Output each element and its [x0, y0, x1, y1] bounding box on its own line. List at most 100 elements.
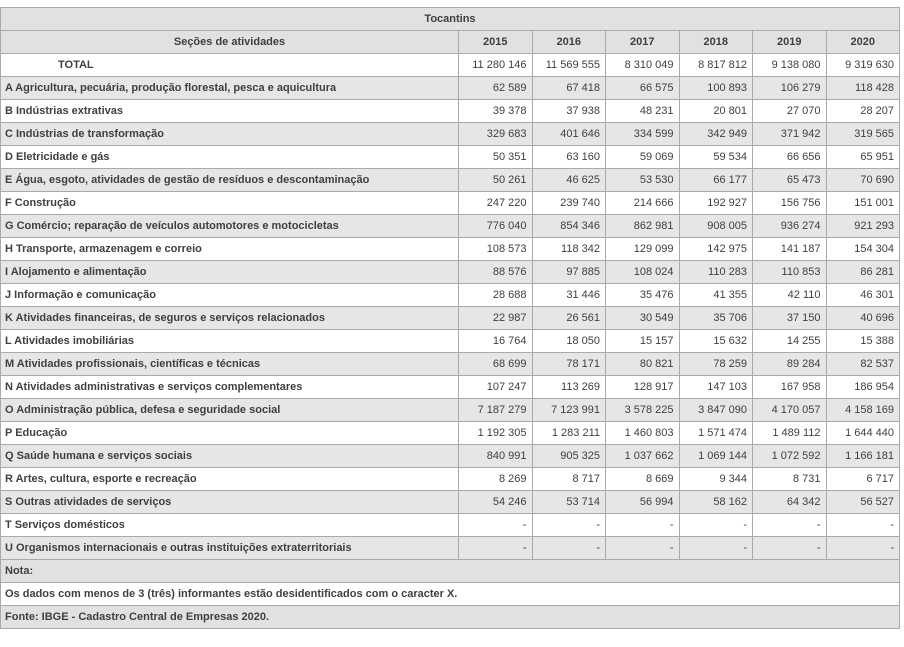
- nota-text-row: Os dados com menos de 3 (três) informant…: [0, 582, 900, 606]
- value-cell: 46 301: [825, 283, 900, 307]
- value-cell: 106 279: [752, 76, 827, 100]
- value-cell: -: [605, 536, 680, 560]
- value-cell: 7 123 991: [531, 398, 606, 422]
- value-cell: 67 418: [531, 76, 606, 100]
- value-cell: 53 530: [605, 168, 680, 192]
- value-cell: 54 246: [458, 490, 533, 514]
- value-cell: 37 938: [531, 99, 606, 123]
- value-cell: 371 942: [752, 122, 827, 146]
- value-cell: 239 740: [531, 191, 606, 215]
- value-cell: 329 683: [458, 122, 533, 146]
- value-cell: 59 069: [605, 145, 680, 169]
- value-cell: 70 690: [825, 168, 900, 192]
- value-cell: 66 177: [678, 168, 753, 192]
- nota-text: Os dados com menos de 3 (três) informant…: [0, 582, 900, 606]
- value-cell: 1 571 474: [678, 421, 753, 445]
- value-cell: -: [825, 513, 900, 537]
- value-cell: 65 473: [752, 168, 827, 192]
- value-cell: 14 255: [752, 329, 827, 353]
- value-cell: 401 646: [531, 122, 606, 146]
- value-cell: -: [678, 536, 753, 560]
- value-cell: 840 991: [458, 444, 533, 468]
- value-cell: 58 162: [678, 490, 753, 514]
- activity-label: M Atividades profissionais, científicas …: [0, 352, 459, 376]
- value-cell: 59 534: [678, 145, 753, 169]
- table-row: TOTAL 11 280 146 11 569 555 8 310 049 8 817 …: [0, 53, 900, 77]
- table-row: N Atividades administrativas e serviços …: [0, 375, 900, 399]
- activity-label: E Água, esgoto, atividades de gestão de …: [0, 168, 459, 192]
- value-cell: 908 005: [678, 214, 753, 238]
- value-cell: 186 954: [825, 375, 900, 399]
- value-cell: 48 231: [605, 99, 680, 123]
- column-header-year-2015: 2015: [458, 30, 533, 54]
- value-cell: -: [531, 536, 606, 560]
- value-cell: 15 157: [605, 329, 680, 353]
- value-cell: 18 050: [531, 329, 606, 353]
- value-cell: -: [458, 513, 533, 537]
- value-cell: 776 040: [458, 214, 533, 238]
- value-cell: 100 893: [678, 76, 753, 100]
- value-cell: 8 717: [531, 467, 606, 491]
- value-cell: 11 569 555: [531, 53, 606, 77]
- value-cell: 28 207: [825, 99, 900, 123]
- value-cell: 110 283: [678, 260, 753, 284]
- activity-label: A Agricultura, pecuária, produção flores…: [0, 76, 459, 100]
- table-row: A Agricultura, pecuária, produção flores…: [0, 76, 900, 100]
- value-cell: -: [678, 513, 753, 537]
- activity-label: N Atividades administrativas e serviços …: [0, 375, 459, 399]
- activity-label: C Indústrias de transformação: [0, 122, 459, 146]
- value-cell: 1 644 440: [825, 421, 900, 445]
- table-row: L Atividades imobiliárias 16 764 18 050 15 …: [0, 329, 900, 353]
- value-cell: -: [458, 536, 533, 560]
- fonte-row: Fonte: IBGE - Cadastro Central de Empres…: [0, 605, 900, 629]
- value-cell: 118 342: [531, 237, 606, 261]
- activity-label: K Atividades financeiras, de seguros e s…: [0, 306, 459, 330]
- column-header-year-2018: 2018: [678, 30, 753, 54]
- fonte-text: Fonte: IBGE - Cadastro Central de Empres…: [0, 605, 900, 629]
- empresas-table: Tocantins Seções de atividades 2015 2016…: [0, 7, 900, 629]
- value-cell: 9 319 630: [825, 53, 900, 77]
- value-cell: 108 024: [605, 260, 680, 284]
- value-cell: 15 632: [678, 329, 753, 353]
- value-cell: 64 342: [752, 490, 827, 514]
- value-cell: -: [752, 536, 827, 560]
- activity-label: T Serviços domésticos: [0, 513, 459, 537]
- value-cell: 247 220: [458, 191, 533, 215]
- value-cell: 35 476: [605, 283, 680, 307]
- value-cell: 65 951: [825, 145, 900, 169]
- value-cell: 68 699: [458, 352, 533, 376]
- value-cell: 9 344: [678, 467, 753, 491]
- value-cell: -: [752, 513, 827, 537]
- value-cell: 27 070: [752, 99, 827, 123]
- nota-label: Nota:: [0, 559, 900, 583]
- column-header-year-2016: 2016: [531, 30, 606, 54]
- value-cell: 78 259: [678, 352, 753, 376]
- value-cell: 63 160: [531, 145, 606, 169]
- value-cell: 151 001: [825, 191, 900, 215]
- value-cell: 8 269: [458, 467, 533, 491]
- value-cell: 334 599: [605, 122, 680, 146]
- value-cell: 28 688: [458, 283, 533, 307]
- activity-label: S Outras atividades de serviços: [0, 490, 459, 514]
- value-cell: 147 103: [678, 375, 753, 399]
- value-cell: 30 549: [605, 306, 680, 330]
- value-cell: 41 355: [678, 283, 753, 307]
- table-row: R Artes, cultura, esporte e recreação 8 2…: [0, 467, 900, 491]
- value-cell: 20 801: [678, 99, 753, 123]
- value-cell: 110 853: [752, 260, 827, 284]
- table-row: M Atividades profissionais, científicas …: [0, 352, 900, 376]
- value-cell: 1 192 305: [458, 421, 533, 445]
- value-cell: 89 284: [752, 352, 827, 376]
- value-cell: 128 917: [605, 375, 680, 399]
- activity-label: O Administração pública, defesa e seguri…: [0, 398, 459, 422]
- value-cell: 862 981: [605, 214, 680, 238]
- value-cell: 6 717: [825, 467, 900, 491]
- value-cell: 154 304: [825, 237, 900, 261]
- value-cell: 1 072 592: [752, 444, 827, 468]
- value-cell: 3 847 090: [678, 398, 753, 422]
- value-cell: 214 666: [605, 191, 680, 215]
- value-cell: 31 446: [531, 283, 606, 307]
- value-cell: 66 656: [752, 145, 827, 169]
- table-row: C Indústrias de transformação 329 683 401 …: [0, 122, 900, 146]
- region-title: Tocantins: [0, 7, 900, 31]
